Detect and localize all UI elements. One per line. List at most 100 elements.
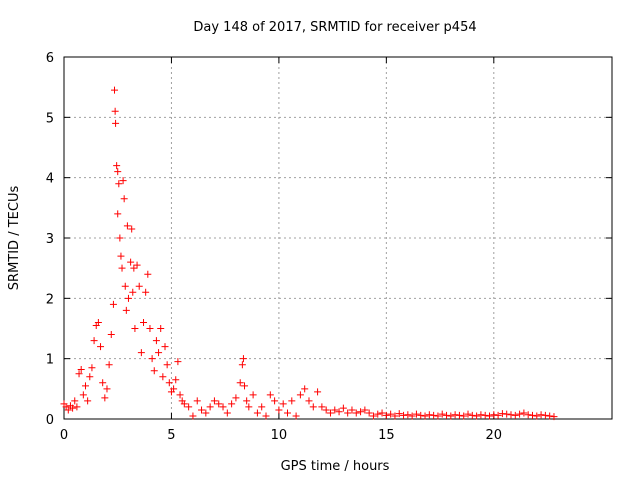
data-point xyxy=(421,412,429,420)
data-point xyxy=(288,397,296,405)
data-point xyxy=(105,361,113,369)
x-tick-label: 5 xyxy=(167,428,175,443)
data-point xyxy=(239,355,247,363)
data-point xyxy=(119,177,127,185)
data-point xyxy=(494,411,502,419)
data-point xyxy=(97,343,105,351)
data-point xyxy=(135,282,143,290)
data-point xyxy=(94,318,102,326)
data-point xyxy=(228,400,236,408)
data-point xyxy=(243,397,251,405)
data-point xyxy=(357,408,365,416)
data-point xyxy=(155,349,163,357)
data-point xyxy=(101,394,109,402)
data-point xyxy=(443,411,451,419)
data-point xyxy=(210,397,218,405)
data-point xyxy=(129,288,137,296)
data-point xyxy=(111,86,119,94)
data-point xyxy=(117,252,125,260)
data-point xyxy=(137,349,145,357)
data-point xyxy=(127,258,135,266)
data-point xyxy=(408,412,416,420)
data-point xyxy=(107,331,115,339)
data-point xyxy=(537,411,545,419)
y-tick-label: 3 xyxy=(46,232,54,247)
y-axis-label: SRMTID / TECUs xyxy=(7,186,22,291)
grid xyxy=(64,57,612,419)
data-point xyxy=(253,409,261,417)
data-point xyxy=(365,409,373,417)
data-point xyxy=(524,411,532,419)
data-point xyxy=(511,411,519,419)
data-point xyxy=(258,403,266,411)
data-point xyxy=(206,403,214,411)
data-point xyxy=(460,412,468,420)
data-point xyxy=(292,412,300,420)
data-point xyxy=(88,364,96,372)
data-point xyxy=(159,373,167,381)
x-tick-label: 10 xyxy=(271,428,288,443)
data-point xyxy=(111,107,119,115)
data-point xyxy=(451,411,459,419)
data-point xyxy=(249,391,257,399)
data-point xyxy=(305,397,313,405)
data-point xyxy=(541,411,549,419)
chart-title: Day 148 of 2017, SRMTID for receiver p45… xyxy=(193,20,476,35)
data-point xyxy=(174,358,182,366)
data-point xyxy=(382,411,390,419)
data-point xyxy=(434,412,442,420)
data-point xyxy=(180,400,188,408)
data-point xyxy=(142,288,150,296)
data-point xyxy=(507,411,515,419)
data-point xyxy=(309,403,317,411)
y-tick-label: 4 xyxy=(46,172,54,187)
data-point xyxy=(266,391,274,399)
data-point xyxy=(198,406,206,414)
data-point xyxy=(161,343,169,351)
data-point xyxy=(118,264,126,272)
data-point xyxy=(412,410,420,418)
y-tick-label: 5 xyxy=(46,111,54,126)
data-points xyxy=(60,86,558,421)
data-point xyxy=(348,406,356,414)
data-point xyxy=(130,264,138,272)
data-point xyxy=(146,325,154,332)
y-tick-label: 0 xyxy=(46,413,54,428)
data-point xyxy=(172,376,180,384)
data-point xyxy=(99,379,107,387)
data-point xyxy=(116,234,124,242)
data-point xyxy=(331,406,339,414)
data-point xyxy=(486,412,494,420)
data-point xyxy=(115,180,123,188)
data-point xyxy=(481,411,489,419)
data-point xyxy=(339,404,347,412)
y-tick-label: 2 xyxy=(46,292,54,307)
data-point xyxy=(374,410,382,418)
data-point xyxy=(150,367,158,375)
data-point xyxy=(283,409,291,417)
data-point xyxy=(241,382,249,390)
data-point xyxy=(77,366,85,374)
data-point xyxy=(473,412,481,420)
data-point xyxy=(464,410,472,418)
x-axis-label: GPS time / hours xyxy=(281,459,390,474)
data-point xyxy=(296,391,304,399)
data-point xyxy=(84,397,92,405)
data-point xyxy=(447,412,455,420)
data-point xyxy=(176,391,184,399)
data-point xyxy=(90,337,98,345)
x-tick-label: 20 xyxy=(486,428,503,443)
data-point xyxy=(81,382,89,390)
data-point xyxy=(71,397,79,405)
data-point xyxy=(123,222,131,230)
data-point xyxy=(185,403,193,411)
data-point xyxy=(455,411,463,419)
data-point xyxy=(128,225,136,233)
data-point xyxy=(352,409,360,417)
data-point xyxy=(391,412,399,420)
data-point xyxy=(131,325,139,332)
data-point xyxy=(438,410,446,418)
data-point xyxy=(148,355,156,363)
data-point xyxy=(223,409,231,417)
